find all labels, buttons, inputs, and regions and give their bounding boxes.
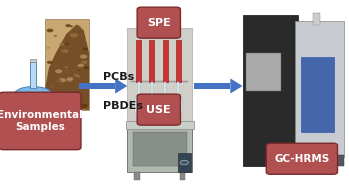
Bar [134,172,140,180]
Circle shape [70,33,78,37]
Bar [180,172,185,180]
Ellipse shape [161,94,170,117]
Bar [177,82,179,112]
Ellipse shape [14,87,52,102]
Circle shape [55,101,58,102]
Circle shape [54,79,62,83]
Bar [246,53,281,91]
Polygon shape [45,25,89,110]
Circle shape [66,78,73,82]
Bar [295,21,344,157]
Text: GC-HRMS: GC-HRMS [274,154,329,164]
Bar [176,40,181,82]
Circle shape [65,24,71,27]
Circle shape [59,43,64,46]
Bar [178,153,191,172]
Text: USE: USE [147,105,171,115]
Circle shape [58,76,61,78]
Circle shape [47,61,53,64]
Bar [131,81,188,82]
Bar [133,132,187,166]
Bar [30,59,36,62]
Ellipse shape [134,94,143,117]
Bar [313,13,320,25]
Bar [79,83,115,89]
Circle shape [81,60,88,64]
Bar [136,40,141,82]
Ellipse shape [174,94,183,117]
Bar [127,28,192,127]
Bar [163,40,168,82]
Circle shape [76,75,81,78]
Circle shape [60,52,65,55]
Bar [127,125,192,172]
Polygon shape [230,78,243,94]
Circle shape [63,93,70,97]
Circle shape [65,67,68,68]
FancyBboxPatch shape [137,7,180,38]
Circle shape [64,46,67,48]
Circle shape [57,90,59,91]
Circle shape [64,66,68,68]
Circle shape [77,64,84,67]
Circle shape [72,69,77,72]
Text: Environmental
Samples: Environmental Samples [0,110,83,132]
Circle shape [180,160,188,165]
Circle shape [58,78,66,82]
Bar [301,57,334,132]
Circle shape [49,67,51,69]
Bar [126,121,194,129]
Bar [164,82,166,112]
FancyBboxPatch shape [266,143,337,174]
Circle shape [65,44,72,48]
Ellipse shape [17,94,49,99]
Circle shape [65,43,69,46]
Circle shape [61,49,68,53]
FancyBboxPatch shape [137,94,180,125]
Circle shape [51,86,54,87]
Bar [149,40,154,82]
Circle shape [47,47,50,49]
Polygon shape [115,78,127,94]
Text: PBDEs: PBDEs [103,101,143,111]
Circle shape [74,74,79,76]
Circle shape [55,69,62,73]
Circle shape [80,55,87,59]
Circle shape [69,26,73,27]
Circle shape [64,70,71,74]
Ellipse shape [147,94,156,117]
Circle shape [54,97,57,99]
Circle shape [54,35,57,37]
Circle shape [46,29,53,32]
Bar [194,83,230,89]
Circle shape [80,104,88,108]
Text: PCBs: PCBs [103,72,134,81]
Circle shape [78,70,81,71]
Circle shape [74,25,81,29]
Bar [243,15,298,166]
Circle shape [83,66,89,69]
Circle shape [82,47,88,51]
Circle shape [74,92,82,96]
Bar [151,82,153,112]
Bar [138,82,140,112]
FancyBboxPatch shape [0,92,81,150]
Bar [45,19,89,110]
Circle shape [67,77,73,81]
Bar [30,62,36,88]
Bar [295,155,344,166]
Text: SPE: SPE [147,18,171,28]
